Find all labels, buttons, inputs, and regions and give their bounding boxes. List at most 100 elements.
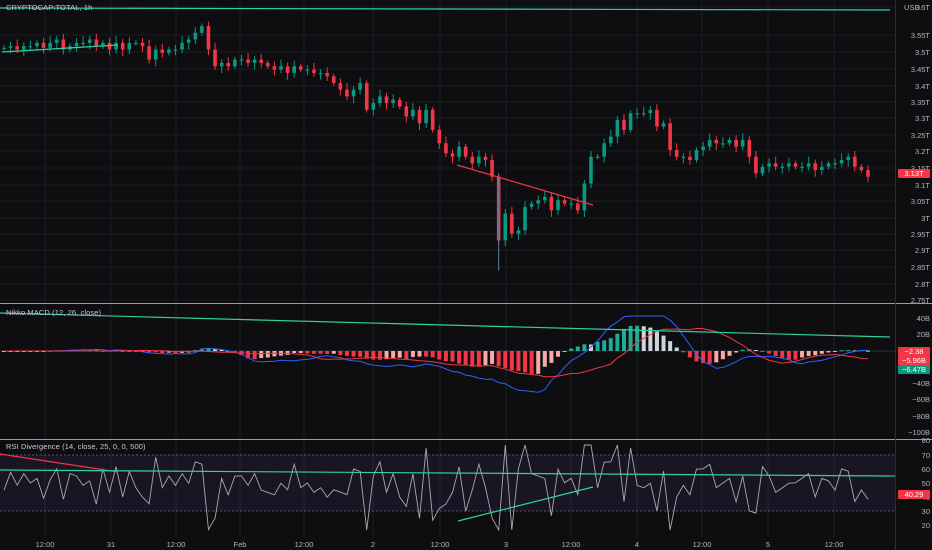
candle xyxy=(35,40,39,49)
macd-title[interactable]: Nikko MACD (12, 26, close) xyxy=(6,308,102,317)
time-tick-label: 31 xyxy=(106,540,116,549)
price-tick-label: 3.4T xyxy=(914,82,930,91)
macd-bar xyxy=(358,351,363,357)
candle xyxy=(516,226,521,241)
trendline-rsi-horizontal[interactable] xyxy=(0,469,896,477)
price-tick-label: 3.2T xyxy=(914,147,930,156)
macd-bar xyxy=(707,351,712,364)
macd-bar xyxy=(556,351,561,357)
macd-bar xyxy=(681,351,686,353)
macd-bar xyxy=(496,351,501,367)
macd-bar xyxy=(311,351,316,354)
candle xyxy=(569,198,574,210)
price-tick-label: 3.55T xyxy=(910,31,930,40)
candle xyxy=(536,195,541,210)
macd-bar xyxy=(213,348,218,351)
candle xyxy=(833,158,837,170)
candle xyxy=(285,62,290,80)
macd-bar xyxy=(674,347,679,351)
rsi-tick-label: 70 xyxy=(921,451,930,460)
currency-label[interactable]: USD xyxy=(904,3,921,12)
time-tick-label: Feb xyxy=(233,540,247,549)
time-tick-label: 12:00 xyxy=(166,540,186,549)
rsi-title[interactable]: RSI Divergence (14, close, 25, 0, 0, 500… xyxy=(6,442,146,451)
candle xyxy=(305,64,310,76)
macd-bar xyxy=(265,351,270,358)
candle xyxy=(813,159,818,177)
candle xyxy=(338,78,343,96)
candle xyxy=(655,104,659,132)
symbol-title[interactable]: CRYPTOCAP:TOTAL, 1h xyxy=(6,3,93,12)
candle xyxy=(298,63,303,73)
candle xyxy=(556,194,560,215)
candle xyxy=(839,153,844,168)
price-tick-label: 3.25T xyxy=(910,131,930,140)
macd-bar xyxy=(424,351,429,357)
candle xyxy=(826,160,831,170)
macd-bar xyxy=(833,351,838,352)
candle xyxy=(351,86,356,104)
candle xyxy=(747,136,752,164)
candle xyxy=(668,118,672,156)
macd-bar xyxy=(806,351,811,357)
macd-bar xyxy=(839,350,844,352)
price-tick-label: 3.45T xyxy=(910,65,930,74)
trendline-price-left[interactable] xyxy=(1,44,119,53)
macd-bar xyxy=(635,325,640,351)
price-tick-label: 3.05T xyxy=(910,197,930,206)
candle xyxy=(127,37,132,55)
macd-bar xyxy=(509,351,514,371)
macd-bar xyxy=(753,350,758,352)
candle xyxy=(694,147,699,163)
trendline-price-top[interactable] xyxy=(0,7,891,11)
candle xyxy=(233,56,237,69)
macd-bar xyxy=(490,351,495,364)
rsi-tick-label: 30 xyxy=(921,507,930,516)
candle xyxy=(384,92,389,110)
time-tick-label: 2 xyxy=(370,540,376,549)
macd-bar xyxy=(786,351,791,360)
macd-bar xyxy=(595,341,600,351)
trendline-macd-top[interactable] xyxy=(0,312,891,338)
candle xyxy=(404,101,409,123)
candle xyxy=(312,62,316,77)
macd-bar xyxy=(391,351,396,358)
macd-bar xyxy=(819,351,824,354)
time-tick-label: 12:00 xyxy=(294,540,314,549)
macd-bar xyxy=(470,351,475,367)
price-candles xyxy=(2,21,870,271)
macd-bar xyxy=(542,351,547,367)
price-tick-label: 2.75T xyxy=(910,296,930,305)
candle xyxy=(457,140,461,162)
trendline-rsi-rising[interactable] xyxy=(457,486,594,522)
candle xyxy=(54,35,59,50)
candle xyxy=(325,67,329,82)
candle xyxy=(41,38,46,54)
macd-bar xyxy=(780,351,785,358)
trendline-price-red[interactable] xyxy=(456,164,594,206)
macd-bar xyxy=(252,351,257,360)
macd-bar xyxy=(483,351,488,366)
macd-tick-label: −60B xyxy=(912,395,930,404)
macd-bar xyxy=(147,351,152,353)
macd-bar xyxy=(628,325,633,351)
trendline-rsi-red[interactable] xyxy=(0,453,119,473)
macd-bar xyxy=(648,327,653,351)
macd-bar xyxy=(575,346,580,351)
macd-bar xyxy=(661,335,666,351)
drawn-trendlines[interactable] xyxy=(0,7,896,522)
macd-bar xyxy=(166,351,171,353)
macd-bar xyxy=(120,351,125,352)
macd-line xyxy=(4,315,869,393)
macd-bar xyxy=(430,351,435,358)
time-tick-label: 12:00 xyxy=(35,540,55,549)
candle xyxy=(483,152,488,167)
macd-bar xyxy=(377,351,382,360)
candle xyxy=(206,21,211,56)
macd-bar xyxy=(608,338,613,351)
macd-bar xyxy=(760,351,765,352)
macd-tick-label: −100B xyxy=(908,428,930,437)
time-tick-label: 12:00 xyxy=(430,540,450,549)
macd-bar xyxy=(457,351,462,364)
